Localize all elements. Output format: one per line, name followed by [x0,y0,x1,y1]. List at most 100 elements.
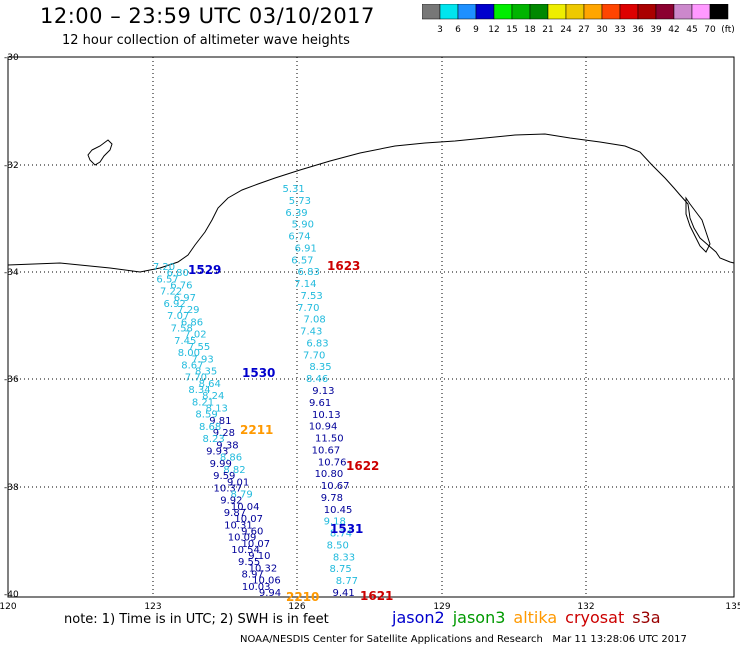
swh-value: 8.24 [202,391,224,402]
swh-value: 9.13 [312,386,334,397]
pass-time-label: 2211 [240,423,273,437]
pass-time-label: 1623 [327,259,360,273]
swh-value: 5.90 [292,220,314,231]
legend-cryosat: cryosat [565,608,625,627]
swh-value: 5.73 [289,196,311,207]
swh-value: 10.09 [228,533,257,544]
pass-time-label: 1529 [188,263,221,277]
swh-value: 7.29 [177,305,199,316]
credit-line: NOAA/NESDIS Center for Satellite Applica… [240,634,687,645]
swh-value: 7.58 [171,324,193,335]
swh-value: 7.43 [300,327,322,338]
swh-value: 6.91 [295,243,317,254]
swh-value: 9.59 [213,471,235,482]
map-title: 12:00 – 23:59 UTC 03/10/2017 [40,4,375,28]
swh-value: 6.76 [170,280,192,291]
swh-value: 8.33 [333,552,355,563]
swh-value: 7.08 [303,315,325,326]
lat-label: -36 [4,375,19,385]
swh-value: 10.07 [234,514,263,525]
swh-value: 6.57 [156,274,178,285]
swh-value: 7.07 [167,311,189,322]
swh-value: 9.10 [248,551,270,562]
swh-value: 6.80 [167,268,189,279]
lat-label: -40 [4,590,19,600]
lat-label: -34 [4,268,19,278]
swh-value: 7.70 [185,373,207,384]
scale-tick-label: 39 [650,25,662,35]
legend-jason3: jason3 [452,608,506,627]
satellite-legend: jason2 jason3 altika cryosat s3a [392,608,669,627]
scale-tick-label: 24 [560,25,572,35]
scale-unit-label: (ft) [721,25,735,35]
lat-lon-grid: -30 -32 -34 -36 -38 -40 120 123 126 129 132 135 [0,53,740,610]
swh-value: 10.67 [321,481,350,492]
swh-value: 6.86 [181,317,203,328]
swh-value: 10.13 [312,410,341,421]
swh-value: 10.32 [249,563,278,574]
swh-value: 8.64 [199,379,221,390]
swh-value: 8.35 [309,362,331,373]
wave-height-tracks: 7.206.806.576.767.226.976.927.297.076.86… [153,184,358,599]
swh-value: 10.04 [231,502,260,513]
swh-value: 8.35 [195,367,217,378]
scale-tick-label: 15 [506,25,517,35]
swh-value: 6.83 [306,338,328,349]
scale-tick-label: 18 [524,25,536,35]
scale-tick-label: 42 [668,25,679,35]
swh-value: 8.77 [336,576,358,587]
swh-value: 10.03 [242,582,271,593]
swh-value: 6.92 [164,299,186,310]
swh-value: 9.55 [238,557,260,568]
scale-tick-label: 12 [488,25,499,35]
swh-value: 8.74 [330,529,352,540]
swh-value: 10.45 [324,505,353,516]
swh-value: 9.99 [210,459,232,470]
swh-value: 8.86 [220,453,242,464]
legend-altika: altika [513,608,558,627]
swh-value: 9.18 [324,517,346,528]
swh-value: 10.06 [252,576,281,587]
map-subtitle: 12 hour collection of altimeter wave hei… [62,33,350,48]
island-coast [87,139,113,166]
swh-value: 9.81 [209,416,231,427]
swh-value: 7.55 [188,342,210,353]
scale-tick-label: 45 [686,25,697,35]
swh-value: 8.82 [223,465,245,476]
swh-value: 6.74 [288,232,310,243]
scale-tick-label: 30 [596,25,608,35]
lon-label: 129 [433,602,450,610]
swh-value: 7.93 [191,354,213,365]
swh-value: 8.79 [230,490,252,501]
swh-value: 9.28 [213,428,235,439]
swh-value: 8.67 [181,360,203,371]
swh-value: 7.45 [174,336,196,347]
swh-value: 6.97 [174,293,196,304]
swh-value: 11.50 [315,434,344,445]
swh-value: 8.68 [199,422,221,433]
scale-tick-label: 27 [578,25,589,35]
scale-tick-label: 70 [704,25,716,35]
swh-value: 10.54 [231,545,260,556]
legend-s3a: s3a [632,608,661,627]
wave-height-color-scale: 3 6 9 12 15 18 21 24 27 30 33 36 39 42 45 70 (ft) [422,4,735,35]
swh-value: 10.07 [241,539,270,550]
lat-label: -30 [4,53,19,63]
scale-swatch [709,4,729,20]
swh-value: 9.92 [220,496,242,507]
pass-times: 1529 1530 1531 1623 1622 1621 2211 2210 [188,259,393,604]
lat-label: -38 [4,483,19,493]
swh-value: 10.80 [315,469,344,480]
scale-tick-label: 6 [455,25,461,35]
swh-value: 9.01 [227,477,249,488]
lon-label: 120 [0,602,17,610]
footnote: note: 1) Time is in UTC; 2) SWH is in fe… [64,612,329,627]
swh-value: 7.70 [303,350,325,361]
swh-value: 10.94 [309,422,338,433]
swh-value: 10.37 [214,483,243,494]
scale-tick-label: 36 [632,25,644,35]
swh-value: 9.61 [309,398,331,409]
scale-tick-label: 21 [542,25,553,35]
swh-value: 8.00 [178,348,200,359]
swh-value: 10.76 [318,457,347,468]
